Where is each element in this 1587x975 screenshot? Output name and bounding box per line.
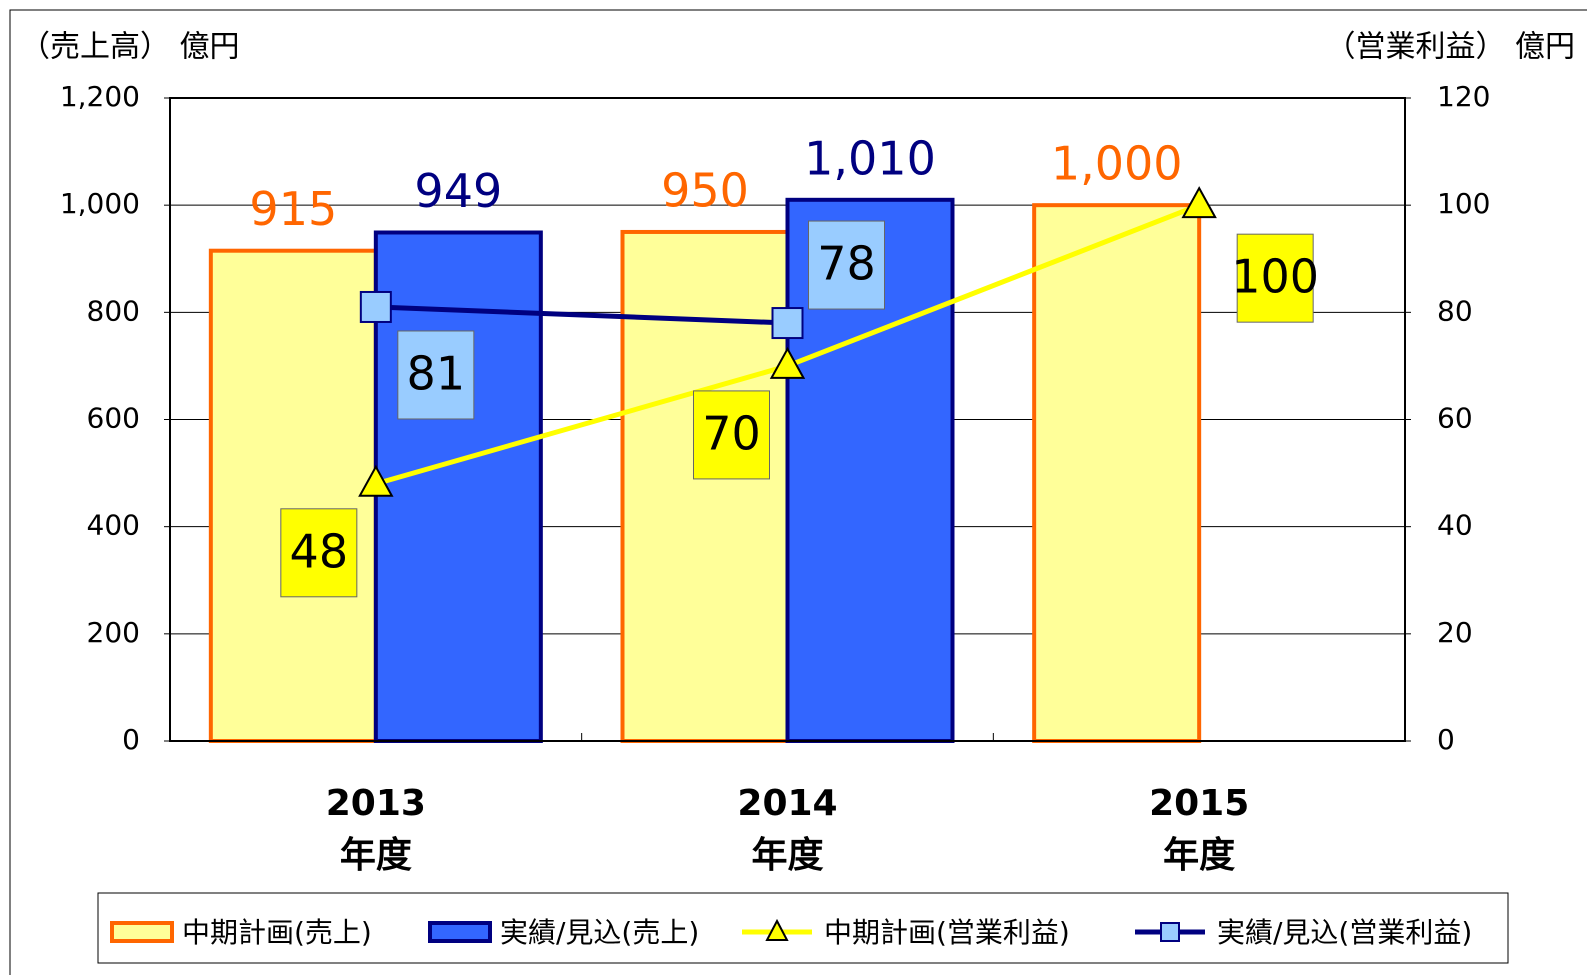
value-label-box [280,508,358,598]
y-tick-label: 400 [87,509,140,542]
bar-value-label: 950 [661,163,749,217]
x-tick-label: 年度 [751,835,823,876]
line [375,304,788,326]
y-tick-label: 800 [87,294,140,327]
y-axis-label: （売上高） 億円 [20,30,240,65]
y2-axis-label: （営業利益） 億円 [1325,30,1575,65]
y2-tick-label: 120 [1437,80,1490,113]
bar [373,230,543,743]
y2-tick-label: 60 [1437,402,1473,435]
legend-marker [765,918,789,941]
legend-box [97,892,1509,964]
value-label: 70 [702,406,761,460]
bar [208,248,378,743]
x-tick-label: 2015 [1149,783,1249,824]
x-tick-label: 年度 [1163,835,1235,876]
y2-tick-label: 0 [1437,723,1455,756]
marker [359,290,392,323]
marker [771,307,804,340]
bar-value-label: 949 [414,164,502,218]
x-tick-label: 年度 [340,835,412,876]
marker [1181,186,1217,219]
legend-label: 実績/見込(売上) [500,916,699,949]
legend-marker [1160,922,1180,942]
plot-border [169,97,1406,742]
y-tick-label: 1,000 [60,187,140,220]
value-label-box [808,220,885,310]
value-label: 81 [407,346,466,400]
legend-label: 実績/見込(営業利益) [1217,916,1472,949]
x-tick-label: 2014 [737,783,837,824]
bar-value-label: 1,000 [1051,137,1183,191]
legend-swatch [428,921,492,943]
y2-tick-label: 40 [1437,509,1473,542]
value-label-box [1236,233,1314,323]
bar-value-label: 915 [249,182,337,236]
bar-value-label: 1,010 [804,131,936,185]
bar [620,229,790,743]
value-label: 100 [1231,250,1319,304]
y-tick-label: 200 [87,616,140,649]
y2-tick-label: 80 [1437,294,1473,327]
legend-label: 中期計画(売上) [182,916,372,949]
bar [1032,203,1202,743]
value-label: 48 [290,524,349,578]
value-label: 78 [817,237,876,291]
y-tick-label: 0 [122,723,140,756]
y-tick-label: 1,200 [60,80,140,113]
y2-tick-label: 100 [1437,187,1490,220]
value-label-box [693,390,770,480]
y-tick-label: 600 [87,402,140,435]
legend-swatch [110,921,174,943]
marker [358,464,394,497]
marker [769,346,806,379]
value-label-box [397,330,475,420]
frame [9,9,1587,975]
x-tick-label: 2013 [326,783,426,824]
y2-tick-label: 20 [1437,616,1473,649]
legend-label: 中期計画(営業利益) [824,916,1070,949]
